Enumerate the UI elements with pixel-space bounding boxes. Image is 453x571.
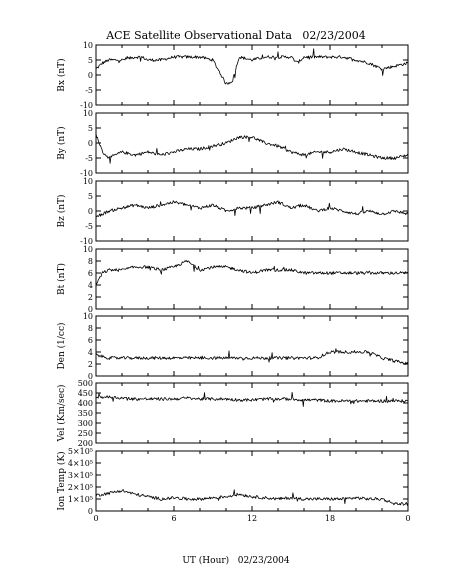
y-tick-label: 10 bbox=[83, 177, 93, 186]
panel-1: -10 -5 0 5 10 Bx (nT) bbox=[56, 41, 409, 110]
y-tick-label: -10 bbox=[80, 237, 93, 246]
y-tick-label: 4 bbox=[88, 348, 93, 357]
y-tick-label: -5 bbox=[85, 154, 93, 163]
y-tick-label: 250 bbox=[78, 429, 93, 438]
panel-frame bbox=[95, 44, 409, 106]
panel-frame bbox=[95, 315, 409, 377]
y-tick-label: 0 bbox=[88, 139, 93, 148]
y-tick-label: 2×10⁵ bbox=[68, 483, 93, 492]
y-tick-label: 4 bbox=[88, 281, 93, 290]
y-tick-label: 5 bbox=[88, 124, 93, 133]
y-axis-label: Bz (nT) bbox=[56, 194, 67, 227]
x-axis-label: UT (Hour) 02/23/2004 bbox=[182, 555, 290, 566]
panel-2: -10 -5 0 5 10 By (nT) bbox=[56, 109, 409, 178]
x-axis: 0 6 12 18 0 bbox=[93, 514, 410, 523]
y-axis-label: Vel (Km/sec) bbox=[56, 384, 67, 442]
y-tick-label: 5 bbox=[88, 56, 93, 65]
y-tick-label: 350 bbox=[78, 409, 93, 418]
y-tick-label: 500 bbox=[78, 379, 93, 388]
y-tick-label: 10 bbox=[83, 312, 93, 321]
x-tick-label: 0 bbox=[93, 514, 98, 523]
y-axis-label: Bx (nT) bbox=[56, 58, 67, 91]
series-line bbox=[95, 133, 409, 164]
y-axis-label: Den (1/cc) bbox=[56, 322, 67, 369]
y-tick-label: -10 bbox=[80, 169, 93, 178]
y-tick-label: 8 bbox=[88, 324, 93, 333]
series-line bbox=[95, 260, 409, 286]
y-tick-label: 6 bbox=[88, 336, 93, 345]
y-axis-label: Ion Temp (K) bbox=[56, 451, 67, 510]
x-tick-label: 0 bbox=[405, 514, 410, 523]
panel-frame bbox=[95, 382, 409, 444]
y-axis-label: By (nT) bbox=[56, 126, 67, 159]
y-tick-label: 10 bbox=[83, 41, 93, 50]
chart-title: ACE Satellite Observational Data 02/23/2… bbox=[105, 29, 366, 42]
panel-3: -10 -5 0 5 10 Bz (nT) bbox=[56, 177, 409, 246]
y-tick-label: 3×10⁵ bbox=[68, 471, 93, 480]
panels: -10 -5 0 5 10 Bx (nT) -10 -5 0 5 10 By (nT) -10 -5 0 5 1… bbox=[56, 41, 409, 516]
y-tick-label: 10 bbox=[83, 245, 93, 254]
y-tick-label: 400 bbox=[78, 399, 93, 408]
panel-frame bbox=[95, 112, 409, 174]
y-tick-label: -5 bbox=[85, 222, 93, 231]
y-tick-label: 0 bbox=[88, 207, 93, 216]
x-tick-label: 12 bbox=[247, 514, 257, 523]
y-axis-label: Bt (nT) bbox=[56, 263, 67, 295]
panel-frame bbox=[95, 450, 409, 512]
series-line bbox=[95, 348, 409, 366]
y-tick-label: 0 bbox=[88, 372, 93, 381]
y-tick-label: -10 bbox=[80, 101, 93, 110]
y-tick-label: 5×10⁵ bbox=[68, 447, 93, 456]
y-tick-label: 5 bbox=[88, 192, 93, 201]
y-tick-label: 450 bbox=[78, 389, 93, 398]
y-tick-label: 300 bbox=[78, 419, 93, 428]
y-tick-label: 0 bbox=[88, 305, 93, 314]
series-line bbox=[95, 489, 409, 506]
panel-frame bbox=[95, 248, 409, 310]
y-tick-label: 0 bbox=[88, 507, 93, 516]
y-tick-label: 8 bbox=[88, 257, 93, 266]
panel-5: 0 2 4 6 8 10 Den (1/cc) bbox=[56, 312, 409, 381]
y-tick-label: 4×10⁵ bbox=[68, 459, 93, 468]
y-tick-label: -5 bbox=[85, 86, 93, 95]
series-line bbox=[95, 48, 409, 85]
series-line bbox=[95, 200, 409, 218]
y-tick-label: 6 bbox=[88, 269, 93, 278]
y-tick-label: 0 bbox=[88, 71, 93, 80]
y-tick-label: 200 bbox=[78, 439, 93, 448]
panel-4: 0 2 4 6 8 10 Bt (nT) bbox=[56, 245, 409, 314]
y-tick-label: 2 bbox=[88, 360, 93, 369]
y-tick-label: 2 bbox=[88, 293, 93, 302]
x-tick-label: 6 bbox=[171, 514, 176, 523]
y-tick-label: 10 bbox=[83, 109, 93, 118]
series-line bbox=[95, 391, 408, 407]
x-tick-label: 18 bbox=[325, 514, 335, 523]
y-tick-label: 1×10⁵ bbox=[68, 495, 93, 504]
